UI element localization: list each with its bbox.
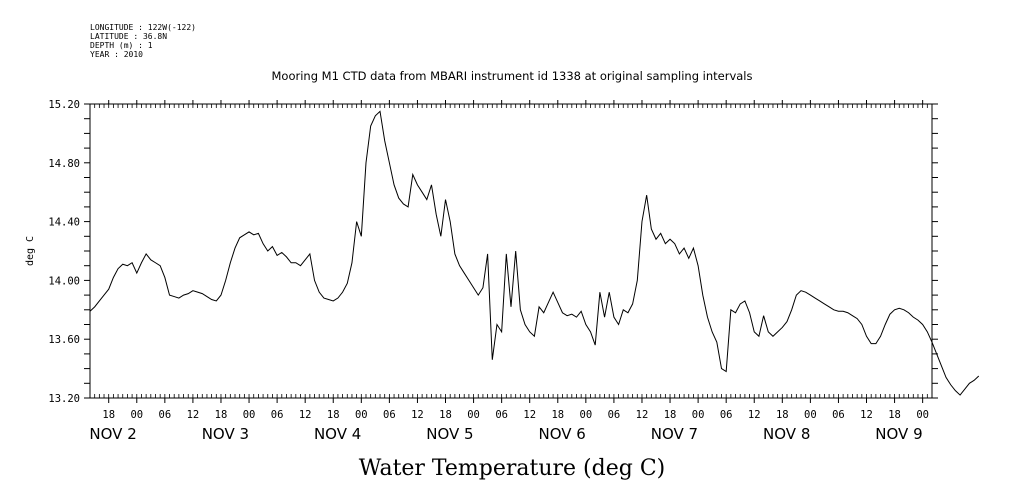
depth-text: DEPTH (m) : 1	[90, 41, 153, 50]
x-axis-label: Water Temperature (deg C)	[359, 456, 666, 481]
y-tick-label: 14.40	[48, 217, 80, 229]
minor-ticks	[89, 104, 933, 398]
x-day-label: NOV 2	[89, 425, 136, 443]
x-hour-label: 12	[299, 409, 312, 421]
metadata-block: LONGITUDE : 122W(-122) LATITUDE : 36.8N …	[90, 23, 196, 59]
chart-title: Mooring M1 CTD data from MBARI instrumen…	[272, 69, 753, 83]
x-day-label: NOV 8	[763, 425, 810, 443]
x-hour-label: 00	[580, 409, 593, 421]
x-hour-label: 06	[608, 409, 621, 421]
x-hour-label: 18	[102, 409, 115, 421]
minor-tick-group	[89, 104, 933, 398]
x-axis-hours: 18 00 06 12 18 00 06 12 18 00 06 12 18 00 06 12 18 00 06 12…	[102, 100, 929, 421]
x-hour-label: 12	[636, 409, 649, 421]
x-day-label: NOV 6	[539, 425, 586, 443]
x-hour-label: 00	[243, 409, 256, 421]
temperature-line	[89, 110, 980, 396]
longitude-text: LONGITUDE : 122W(-122)	[90, 23, 196, 32]
x-hour-label: 00	[916, 409, 929, 421]
x-day-label: NOV 5	[426, 425, 473, 443]
x-hour-label: 18	[888, 409, 901, 421]
x-hour-label: 00	[130, 409, 143, 421]
y-axis: 13.20 13.60 14.00 14.40 14.80 15.20	[48, 99, 938, 405]
x-hour-label: 06	[383, 409, 396, 421]
x-hour-label: 18	[327, 409, 340, 421]
x-hour-label: 12	[860, 409, 873, 421]
x-hour-label: 06	[832, 409, 845, 421]
x-hour-label: 12	[187, 409, 200, 421]
y-tick-label: 13.20	[48, 393, 80, 405]
y-axis-label: deg C	[25, 236, 36, 266]
x-hour-label: 18	[776, 409, 789, 421]
x-axis-days: NOV 2 NOV 3 NOV 4 NOV 5 NOV 6 NOV 7 NOV 8 NOV 9	[89, 425, 922, 443]
year-text: YEAR : 2010	[90, 50, 143, 59]
x-hour-label: 12	[411, 409, 424, 421]
x-day-label: NOV 3	[202, 425, 249, 443]
x-hour-label: 00	[804, 409, 817, 421]
x-hour-label: 12	[748, 409, 761, 421]
x-hour-label: 00	[355, 409, 368, 421]
x-hour-label: 06	[159, 409, 172, 421]
y-tick-label: 15.20	[48, 99, 80, 111]
x-hour-label: 00	[692, 409, 705, 421]
x-hour-label: 06	[271, 409, 284, 421]
y-tick-label: 14.00	[48, 275, 80, 287]
x-hour-label: 18	[551, 409, 564, 421]
plot-frame	[89, 103, 933, 399]
x-hour-label: 18	[439, 409, 452, 421]
y-tick-label: 14.80	[48, 158, 80, 170]
latitude-text: LATITUDE : 36.8N	[90, 32, 167, 41]
x-hour-label: 06	[720, 409, 733, 421]
x-hour-label: 06	[495, 409, 508, 421]
x-hour-label: 18	[664, 409, 677, 421]
x-hour-label: 00	[467, 409, 480, 421]
x-day-label: NOV 4	[314, 425, 361, 443]
y-tick-label: 13.60	[48, 334, 80, 346]
x-hour-label: 12	[523, 409, 536, 421]
x-day-label: NOV 9	[875, 425, 922, 443]
x-day-label: NOV 7	[651, 425, 698, 443]
x-hour-label: 18	[215, 409, 228, 421]
